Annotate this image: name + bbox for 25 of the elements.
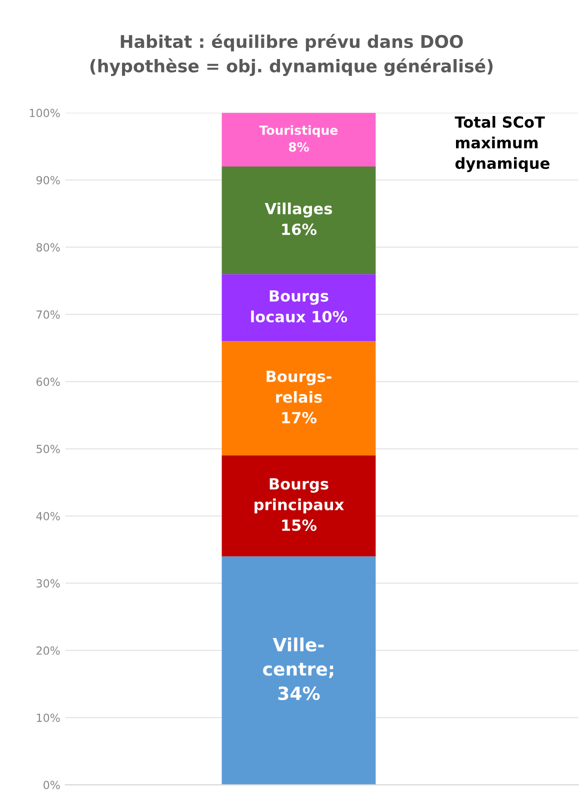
- data-label: Ville- centre; 34%: [263, 637, 334, 700]
- y-tick-label: 40%: [36, 512, 60, 520]
- y-tick-label: 90%: [36, 176, 60, 184]
- bar: [222, 341, 376, 456]
- bar: [222, 166, 376, 274]
- bar: [222, 274, 376, 342]
- y-tick-label: 80%: [36, 243, 60, 252]
- bar: [222, 556, 376, 785]
- data-label: Bourgs principaux 15%: [254, 478, 344, 531]
- y-tick-label: 50%: [36, 444, 60, 454]
- data-label: Touristique 8%: [259, 125, 338, 152]
- y-tick-label: 20%: [36, 646, 60, 655]
- y-tick-label: 10%: [36, 714, 60, 722]
- data-label: Bourgs- relais 17%: [266, 370, 332, 424]
- y-tick-label: 100%: [30, 108, 60, 118]
- y-tick-label: 0%: [44, 780, 60, 790]
- chart-title: Habitat : équilibre prévu dans DOO (hypothèse = obj. dynamique généralisé): [90, 34, 493, 76]
- data-label: Villages 16%: [264, 202, 332, 236]
- y-tick-label: 70%: [36, 310, 60, 319]
- bar: [222, 112, 376, 167]
- y-tick-label: 60%: [36, 378, 60, 386]
- bar: [222, 456, 376, 556]
- annotation: Total SCoT maximum dynamique: [454, 116, 550, 172]
- y-tick-label: 30%: [36, 579, 60, 588]
- data-label: Bourgs locaux 10%: [251, 290, 348, 322]
